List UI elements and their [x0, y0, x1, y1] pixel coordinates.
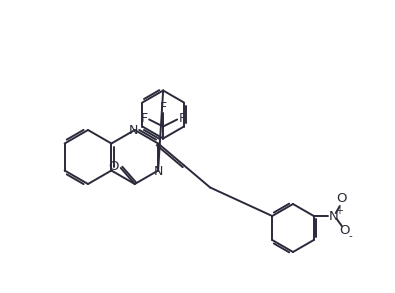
Text: O: O	[340, 224, 350, 238]
Text: -: -	[349, 231, 353, 241]
Text: N: N	[129, 125, 139, 137]
Text: O: O	[109, 161, 119, 173]
Text: N: N	[154, 165, 163, 178]
Text: F: F	[141, 112, 148, 125]
Text: N: N	[329, 209, 339, 222]
Text: F: F	[179, 112, 186, 125]
Text: O: O	[337, 193, 347, 205]
Text: F: F	[160, 101, 167, 114]
Text: +: +	[335, 206, 343, 216]
